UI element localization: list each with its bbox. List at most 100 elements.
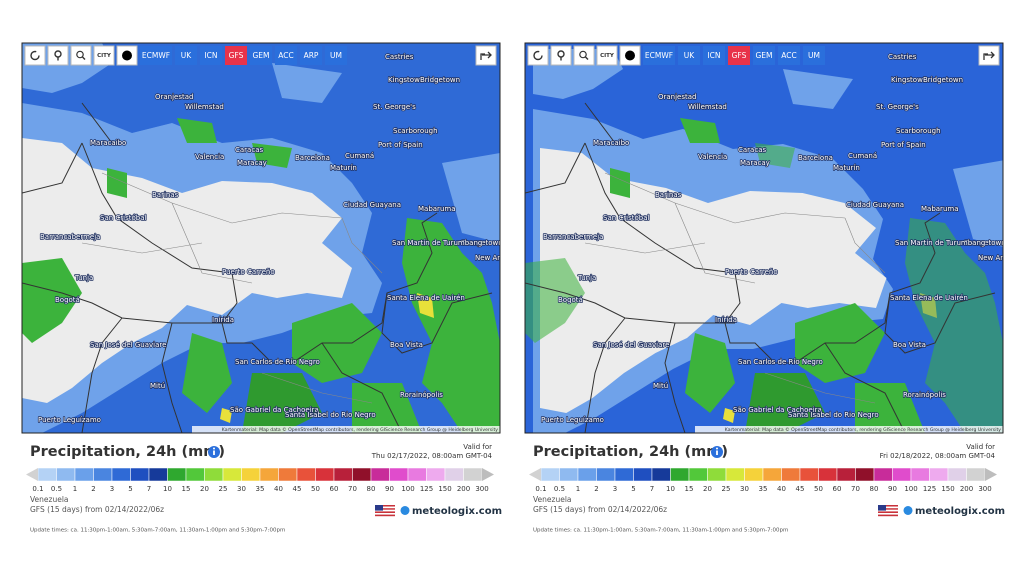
- road: [584, 242, 706, 254]
- city-label: Rorainópolis: [903, 391, 946, 399]
- scale-cell: [37, 467, 57, 482]
- city-label: Barcelona: [798, 154, 833, 162]
- model-button[interactable]: [703, 46, 725, 65]
- city-label: São Gabriel da Cachoeira: [230, 406, 319, 414]
- country-border: [81, 317, 123, 433]
- model-button[interactable]: [200, 46, 222, 65]
- flag-stripe: [375, 511, 395, 513]
- model-button[interactable]: [678, 46, 700, 65]
- model-button[interactable]: [753, 46, 775, 65]
- country-border: [81, 102, 113, 144]
- scale-tick-label: 25: [219, 485, 228, 493]
- model-button-label: GFS: [229, 51, 244, 60]
- model-button[interactable]: [140, 46, 172, 65]
- update-times: Update times: ca. 11:30pm-1:00am, 5:30am…: [533, 528, 788, 534]
- city-label: Caracas: [738, 146, 766, 154]
- scale-tick-label: 35: [256, 485, 265, 493]
- city-label: Oranjestad: [155, 93, 194, 101]
- city-label: Valencia: [698, 153, 727, 161]
- model-button[interactable]: [300, 46, 322, 65]
- model-button-label: UM: [330, 51, 342, 60]
- city-label: Scarborough: [393, 127, 438, 135]
- scale-arrow-left: [529, 468, 541, 481]
- heavy-rain-area: [177, 118, 217, 143]
- city-label: Puerto Carreño: [725, 268, 778, 276]
- valid-label: Valid for: [463, 443, 492, 451]
- refresh-button[interactable]: [24, 45, 46, 66]
- road: [764, 372, 876, 404]
- model-button[interactable]: [778, 46, 800, 65]
- city-label: Barinas: [152, 191, 179, 199]
- model-button[interactable]: [728, 46, 750, 65]
- heavy-rain-area: [723, 408, 735, 423]
- city-label: Maracay: [237, 159, 267, 167]
- pin-button[interactable]: [47, 45, 69, 66]
- scale-tick-label: 300: [475, 485, 488, 493]
- model-run: GFS (15 days) from 02/14/2022/06z: [30, 505, 164, 514]
- city-label: Puerto Leguízamo: [38, 416, 101, 424]
- model-button[interactable]: [275, 46, 297, 65]
- city-label: Tunja: [74, 274, 93, 282]
- refresh-button[interactable]: [527, 45, 549, 66]
- country-border: [381, 292, 493, 354]
- scale-cell: [892, 467, 912, 482]
- light-rain-area: [442, 153, 500, 243]
- flag-stripe: [878, 509, 898, 512]
- flag-stripe: [375, 505, 395, 507]
- model-button-label: ICN: [707, 51, 720, 60]
- flag-stripe: [878, 506, 898, 509]
- scale-tick-label: 3: [613, 485, 617, 493]
- scale-cell: [426, 467, 446, 482]
- icon: [213, 447, 215, 450]
- city-label: Castries: [385, 53, 414, 61]
- dry-area: [22, 138, 352, 403]
- city-label: Mitú: [150, 382, 165, 390]
- pin-button[interactable]: [550, 45, 572, 66]
- country-border: [584, 142, 941, 364]
- city-label: Puerto Leguízamo: [541, 416, 604, 424]
- icon: [76, 50, 84, 59]
- city-label: Castries: [888, 53, 917, 61]
- heavy-rain-area: [745, 373, 825, 433]
- city-label: Kingstown: [388, 76, 424, 84]
- map-attribution: Kartenmaterial: Map data © OpenStreetMap…: [222, 426, 498, 433]
- city-label: Ciudad Guayana: [343, 201, 401, 209]
- country-border: [321, 342, 403, 433]
- model-button[interactable]: [643, 46, 675, 65]
- scale-cell: [633, 467, 653, 482]
- scale-tick-label: 45: [796, 485, 805, 493]
- model-button[interactable]: [803, 46, 825, 65]
- model-button[interactable]: [325, 46, 347, 65]
- scale-tick-label: 10: [666, 485, 675, 493]
- city-button[interactable]: [596, 45, 618, 66]
- flag-icon[interactable]: [375, 505, 395, 517]
- legend-title: Precipitation, 24h (mm): [533, 444, 728, 460]
- scale-tick-label: 5: [128, 485, 132, 493]
- scale-cell: [614, 467, 634, 482]
- scale-cell: [352, 467, 372, 482]
- icon: [480, 51, 492, 60]
- scale-tick-label: 10: [163, 485, 172, 493]
- city-label: Barrancabermeja: [543, 233, 603, 241]
- zoom-button[interactable]: [573, 45, 595, 66]
- model-button[interactable]: [175, 46, 197, 65]
- scale-cell: [799, 467, 819, 482]
- city-button[interactable]: [93, 45, 115, 66]
- brand: meteologix.com: [915, 506, 1005, 517]
- scale-cell: [93, 467, 113, 482]
- model-button[interactable]: [225, 46, 247, 65]
- zoom-button[interactable]: [70, 45, 92, 66]
- model-button[interactable]: [250, 46, 272, 65]
- map-frame: [524, 42, 1004, 434]
- valid-label: Valid for: [966, 443, 995, 451]
- scale-tick-label: 30: [237, 485, 246, 493]
- scale-tick-label: 30: [740, 485, 749, 493]
- flag-icon[interactable]: [878, 505, 898, 517]
- road: [341, 217, 383, 274]
- flag-stripe: [375, 513, 395, 515]
- city-label: Cumaná: [848, 152, 877, 160]
- heavy-rain-area: [685, 333, 735, 413]
- scale-tick-label: 70: [348, 485, 357, 493]
